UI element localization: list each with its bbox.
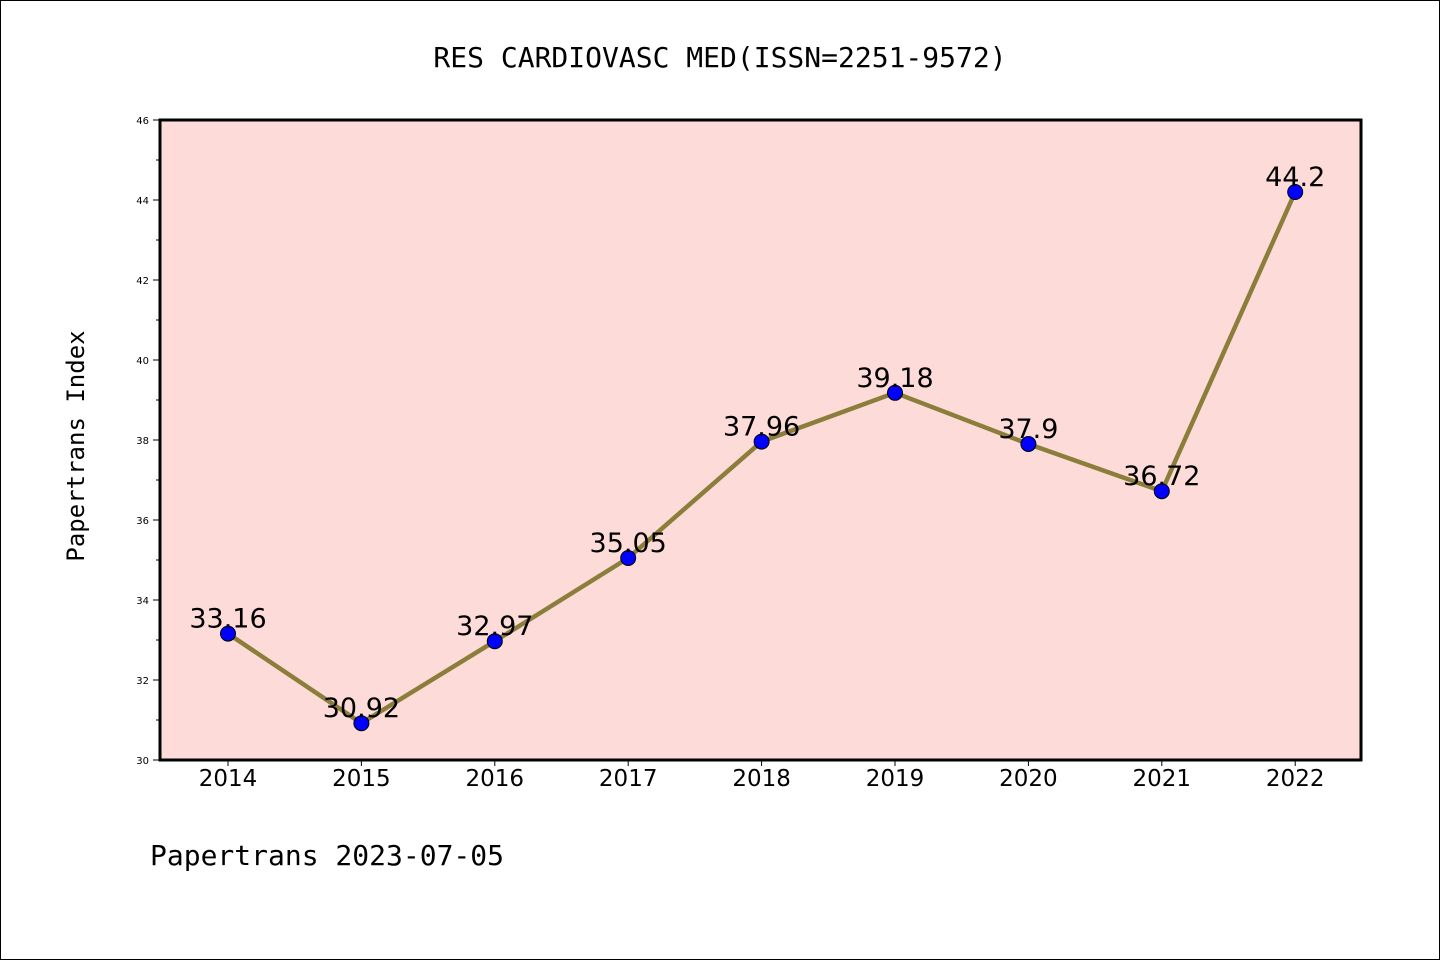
data-label: 36.72 [1123,461,1200,492]
data-point [887,384,903,401]
y-tick-label: 30 [136,756,149,767]
data-point [1020,436,1037,452]
x-tick-label: 2021 [1133,766,1192,792]
data-label: 37.96 [723,412,800,443]
x-tick-label: 2018 [732,766,791,792]
y-axis-label: Papertrans Index [62,330,90,561]
y-tick-label: 44 [136,196,149,207]
data-point [1153,483,1170,500]
data-point [220,625,236,642]
data-point [753,433,770,450]
data-point [486,633,503,650]
data-label: 37.9 [998,414,1058,445]
data-label: 44.2 [1265,162,1325,193]
data-label: 32.97 [456,611,533,642]
x-tick-label: 2015 [332,766,391,792]
data-label: 30.92 [323,693,400,724]
y-tick-label: 36 [136,516,149,527]
y-tick-label: 46 [136,116,149,127]
data-point [620,550,637,566]
chart-title: RES CARDIOVASC MED(ISSN=2251-9572) [433,41,1006,74]
x-tick-label: 2022 [1266,766,1325,792]
data-point [353,715,370,732]
x-tick-label: 2019 [866,766,925,792]
data-label: 35.05 [590,528,667,559]
x-tick-label: 2014 [199,766,258,792]
y-tick-label: 34 [136,596,149,607]
data-point [1287,184,1304,200]
footer-text: Papertrans 2023-07-05 [150,839,504,872]
data-label: 33.16 [189,604,266,635]
series-markers [220,184,1304,732]
data-label: 39.18 [856,363,933,394]
data-labels: 33.16 30.92 32.97 35.05 37.96 39.18 37.9 36.72 4… [189,162,1325,724]
y-tick-label: 42 [136,276,149,287]
y-tick-label: 40 [136,356,149,367]
x-tick-label: 2016 [466,766,525,792]
y-axis: 30 32 34 36 38 40 42 44 46 [136,116,160,767]
x-tick-label: 2020 [999,766,1058,792]
x-tick-label: 2017 [599,766,658,792]
x-axis: 2014 2015 2016 2017 2018 2019 2020 2021 2022 [199,760,1325,792]
y-tick-label: 32 [136,676,149,687]
y-tick-label: 38 [136,436,149,447]
